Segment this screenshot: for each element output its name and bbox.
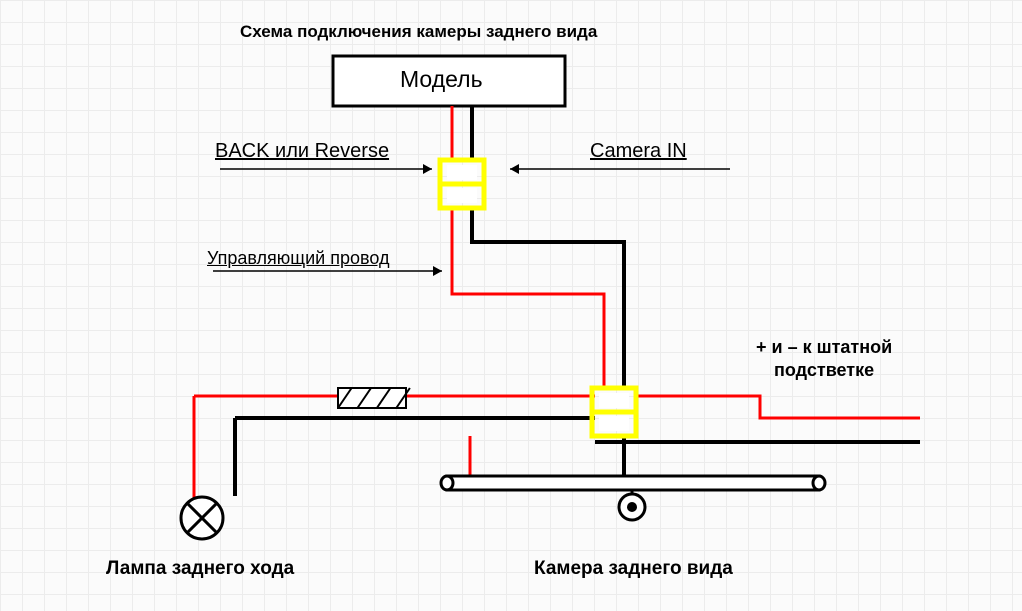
diagram-canvas: Схема подключения камеры заднего вида Мо… [0,0,1022,611]
label-rear-camera: Камера заднего вида [534,558,733,580]
label-control-wire: Управляющий провод [207,248,389,269]
label-power-note: + и – к штатной подстветке [756,336,892,381]
label-reverse-lamp: Лампа заднего хода [106,558,294,580]
diagram-title: Схема подключения камеры заднего вида [240,22,597,42]
model-box-label: Модель [400,66,483,93]
label-back-reverse: BACK или Reverse [215,140,389,163]
svg-layer [0,0,1022,611]
label-camera-in: Camera IN [590,140,687,163]
